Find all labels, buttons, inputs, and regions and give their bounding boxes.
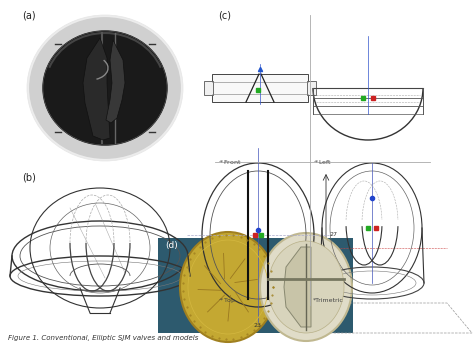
Polygon shape — [284, 247, 311, 327]
Polygon shape — [83, 38, 110, 140]
Polygon shape — [106, 40, 125, 123]
Text: $\cdot$*Left: $\cdot$*Left — [313, 158, 332, 166]
Bar — [204, 81, 213, 95]
Ellipse shape — [43, 31, 167, 145]
Text: 23: 23 — [254, 323, 262, 328]
Bar — [307, 81, 316, 95]
Text: Figure 1. Conventional, Elliptic SJM valves and models: Figure 1. Conventional, Elliptic SJM val… — [8, 335, 199, 341]
Text: (a): (a) — [22, 10, 36, 20]
Ellipse shape — [268, 241, 344, 333]
Text: (b): (b) — [22, 172, 36, 182]
Ellipse shape — [180, 232, 276, 342]
Text: $\cdot$*Front: $\cdot$*Front — [218, 158, 241, 166]
Ellipse shape — [260, 233, 352, 341]
Ellipse shape — [27, 15, 183, 161]
Bar — [158, 238, 353, 333]
Bar — [212, 74, 308, 102]
Text: (d): (d) — [165, 241, 178, 250]
Text: (c): (c) — [218, 10, 231, 20]
Text: $\cdot$*Top: $\cdot$*Top — [218, 296, 237, 305]
Text: 27: 27 — [330, 233, 338, 237]
Text: *Trimetric: *Trimetric — [313, 298, 344, 303]
